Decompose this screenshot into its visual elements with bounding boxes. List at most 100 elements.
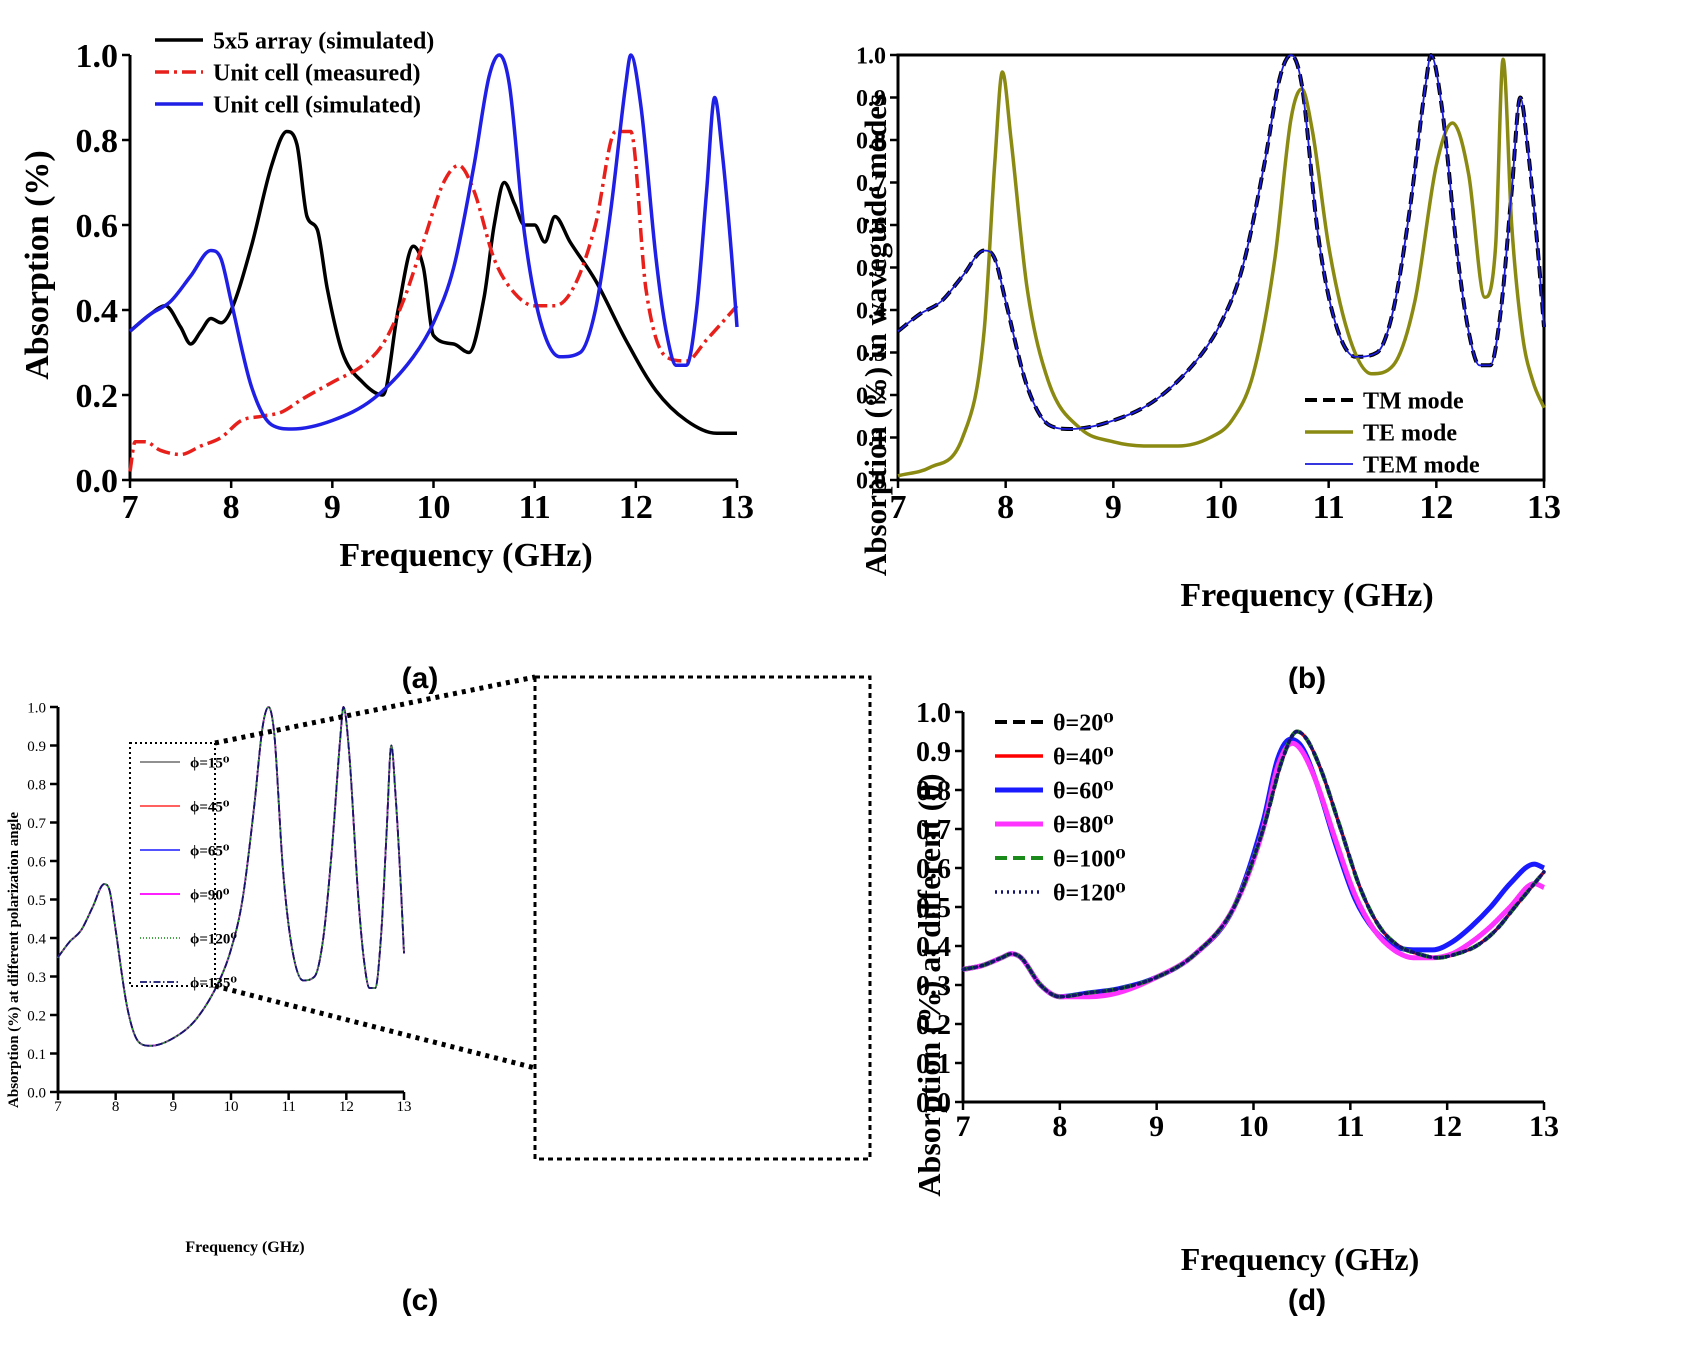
panel-d-x-tick-label: 10 — [1239, 1110, 1269, 1143]
panel-a-ylabel: Absorption (%) — [19, 150, 56, 380]
panel-b-y-tick-label: 0.2 — [856, 383, 886, 409]
panel-b-y-tick-label: 0.0 — [856, 468, 886, 494]
panel-c-y-tick-label: 1.0 — [27, 700, 46, 716]
panel-c: Absorption (%) at different polarization… — [6, 674, 872, 1317]
panel-d-legend-label: θ=60⁰ — [1053, 778, 1114, 804]
panel-c-legend-label: ϕ=15⁰ — [190, 755, 230, 771]
panel-c-y-tick-label: 0.8 — [27, 777, 46, 793]
panel-d-legend-label: θ=80⁰ — [1053, 812, 1114, 838]
panel-b-x-tick-label: 8 — [997, 489, 1014, 526]
panel-b-y-tick-label: 0.3 — [856, 341, 886, 367]
panel-d-x-tick-label: 12 — [1432, 1110, 1462, 1143]
panel-b-y-tick-label: 0.5 — [856, 256, 886, 282]
panel-c-legend-label: ϕ=90⁰ — [190, 887, 230, 903]
panel-c-x-tick-label: 11 — [281, 1099, 295, 1115]
panel-c-x-tick-label: 12 — [339, 1099, 354, 1115]
panel-c-y-tick-label: 0.5 — [27, 893, 46, 909]
panel-c-legend-box — [129, 742, 216, 987]
panel-b-series-line — [897, 57, 1546, 478]
panel-d-y-tick-label: 0.6 — [916, 854, 951, 885]
panel-c-series-line — [57, 706, 405, 1047]
panel-d-y-tick-label: 1.0 — [916, 698, 951, 729]
panel-c-legend-label: ϕ=120⁰ — [190, 931, 237, 947]
panel-c-y-tick-label: 0.3 — [27, 970, 46, 986]
panel-a-x-tick-label: 12 — [619, 489, 653, 526]
panel-d-x-tick-label: 8 — [1052, 1110, 1067, 1143]
panel-c-series-line — [57, 706, 405, 1047]
panel-c-y-tick-label: 0.4 — [27, 931, 46, 947]
panel-b-caption: (b) — [1288, 662, 1326, 695]
panel-b-legend-label: TE mode — [1363, 420, 1457, 446]
panel-c-legend-label: ϕ=65⁰ — [190, 843, 230, 859]
panel-d-legend-label: θ=20⁰ — [1053, 710, 1114, 736]
panel-d-x-tick-label: 7 — [956, 1110, 971, 1143]
panel-b-x-tick-label: 10 — [1204, 489, 1238, 526]
panel-b-ylabel: Absorption (%) in waveguide modes — [858, 94, 893, 576]
panel-b-x-tick-label: 11 — [1313, 489, 1345, 526]
panel-c-x-tick-label: 10 — [224, 1099, 239, 1115]
panel-a-x-tick-label: 13 — [720, 489, 754, 526]
panel-d-legend-label: θ=100⁰ — [1053, 846, 1126, 872]
zoom-line-top — [214, 674, 536, 746]
panel-a-y-tick-label: 0.6 — [76, 208, 119, 245]
panel-d: Absorption (%) at different (θ) Frequenc… — [911, 698, 1559, 1317]
panel-d-x-tick-label: 9 — [1149, 1110, 1164, 1143]
panel-c-x-tick-label: 7 — [54, 1099, 62, 1115]
panel-c-y-tick-label: 0.6 — [27, 854, 46, 870]
panel-b: Absorption (%) in waveguide modes Freque… — [856, 43, 1561, 695]
panel-b-y-tick-label: 0.4 — [856, 298, 886, 324]
panel-d-series-line — [962, 740, 1546, 1000]
panel-a-y-tick-label: 0.4 — [76, 293, 119, 330]
panel-b-x-tick-label: 7 — [890, 489, 907, 526]
panel-d-series-line — [961, 729, 1546, 999]
panel-a-legend-label: 5x5 array (simulated) — [213, 28, 434, 54]
panel-b-y-tick-label: 1.0 — [856, 43, 886, 69]
panel-d-y-tick-label: 0.4 — [916, 932, 951, 963]
panel-a-x-tick-label: 8 — [223, 489, 240, 526]
panel-c-y-tick-label: 0.0 — [27, 1085, 46, 1101]
panel-a-y-tick-label: 0.8 — [76, 123, 119, 160]
panel-a: Absorption (%) Frequency (GHz) (a) 7 8 9 10… — [19, 28, 754, 695]
panel-a-xlabel: Frequency (GHz) — [339, 537, 592, 574]
panel-d-legend-label: θ=40⁰ — [1053, 744, 1114, 770]
panel-c-legend-label: ϕ=45⁰ — [190, 799, 230, 815]
panel-a-y-tick-label: 0.2 — [76, 378, 119, 415]
panel-c-y-tick-label: 0.2 — [27, 1008, 46, 1024]
panel-d-y-tick-label: 0.8 — [916, 776, 951, 807]
panel-c-series-line — [57, 706, 405, 1047]
panel-d-y-tick-label: 0.0 — [916, 1088, 951, 1119]
panel-c-xlabel: Frequency (GHz) — [185, 1239, 304, 1256]
panel-a-legend-label: Unit cell (simulated) — [213, 92, 421, 118]
panel-d-y-tick-label: 0.1 — [916, 1049, 951, 1080]
panel-b-y-tick-label: 0.1 — [856, 426, 886, 452]
panel-a-caption: (a) — [402, 662, 439, 695]
panel-a-x-tick-label: 10 — [417, 489, 451, 526]
panel-b-y-tick-label: 0.8 — [856, 128, 886, 154]
panel-c-ylabel: Absorption (%) at different polarization… — [6, 812, 22, 1108]
panel-d-ylabel: Absorption (%) at different (θ) — [911, 773, 947, 1196]
panel-c-legend-label: ϕ=135⁰ — [190, 975, 237, 991]
panel-a-x-tick-label: 7 — [122, 489, 139, 526]
panel-b-series-line — [896, 53, 1546, 431]
panel-c-y-tick-label: 0.9 — [27, 739, 46, 755]
panel-d-y-tick-label: 0.7 — [916, 815, 951, 846]
panel-b-y-tick-label: 0.7 — [856, 171, 886, 197]
zoom-line-bottom — [214, 983, 536, 1071]
panel-a-x-tick-label: 11 — [519, 489, 551, 526]
panel-c-x-tick-label: 8 — [112, 1099, 120, 1115]
panel-b-x-tick-label: 12 — [1419, 489, 1453, 526]
panel-a-y-tick-label: 1.0 — [76, 38, 119, 75]
panel-d-x-tick-label: 13 — [1529, 1110, 1559, 1143]
panel-b-y-tick-label: 0.6 — [856, 213, 886, 239]
panel-a-x-tick-label: 9 — [324, 489, 341, 526]
panel-b-y-tick-label: 0.9 — [856, 86, 886, 112]
panel-a-series-line — [128, 129, 737, 436]
panel-c-x-tick-label: 13 — [397, 1099, 412, 1115]
panel-b-legend-label: TM mode — [1363, 388, 1464, 414]
panel-b-x-tick-label: 13 — [1527, 489, 1561, 526]
panel-d-xlabel: Frequency (GHz) — [1181, 1241, 1419, 1277]
panel-b-series-line — [897, 54, 1545, 430]
panel-d-legend-label: θ=120⁰ — [1053, 880, 1126, 906]
